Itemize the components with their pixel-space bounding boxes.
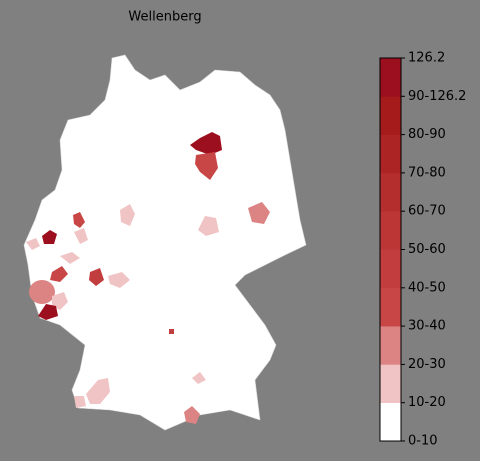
district bbox=[190, 132, 222, 155]
colorbar-label: 50-60 bbox=[408, 242, 446, 257]
district bbox=[184, 406, 200, 424]
colorbar: 0-10 10-20 20-30 30-40 40-50 50-60 60-70 70-80 8… bbox=[379, 51, 466, 449]
district bbox=[86, 378, 110, 404]
colorbar-band bbox=[380, 211, 401, 250]
country-outline bbox=[23, 54, 307, 431]
colorbar-band bbox=[380, 172, 401, 212]
district bbox=[74, 228, 88, 244]
district bbox=[74, 396, 86, 408]
district bbox=[52, 292, 68, 310]
colorbar-band bbox=[380, 364, 401, 403]
district bbox=[195, 152, 218, 180]
colorbar-band bbox=[380, 134, 401, 174]
colorbar-label: 10-20 bbox=[408, 395, 446, 410]
colorbar-label: 70-80 bbox=[408, 165, 446, 180]
colorbar-band bbox=[380, 402, 401, 442]
colorbar-label: 20-30 bbox=[408, 357, 446, 372]
district bbox=[29, 280, 55, 304]
district bbox=[198, 216, 219, 236]
germany-map bbox=[23, 54, 307, 431]
colorbar-band bbox=[380, 96, 401, 135]
colorbar-band bbox=[380, 326, 401, 365]
district bbox=[38, 304, 58, 320]
district bbox=[50, 266, 68, 282]
colorbar-label: 80-90 bbox=[408, 127, 446, 142]
colorbar-band bbox=[380, 58, 401, 97]
map-title: Wellenberg bbox=[128, 10, 201, 25]
colorbar-band bbox=[380, 249, 401, 289]
colorbar-label: 30-40 bbox=[408, 319, 446, 334]
district bbox=[89, 268, 104, 286]
district bbox=[120, 204, 135, 226]
colorbar-label: 60-70 bbox=[408, 204, 446, 219]
district bbox=[60, 252, 80, 264]
district bbox=[192, 372, 206, 384]
district bbox=[169, 329, 174, 334]
colorbar-label: 90-126.2 bbox=[408, 89, 466, 104]
colorbar-label: 126.2 bbox=[408, 51, 445, 66]
colorbar-band bbox=[380, 287, 401, 327]
district bbox=[42, 230, 57, 244]
district bbox=[73, 212, 85, 228]
district bbox=[26, 238, 40, 250]
colorbar-label: 40-50 bbox=[408, 280, 446, 295]
district bbox=[248, 202, 270, 224]
district bbox=[108, 272, 130, 288]
colorbar-label: 0-10 bbox=[408, 434, 438, 449]
